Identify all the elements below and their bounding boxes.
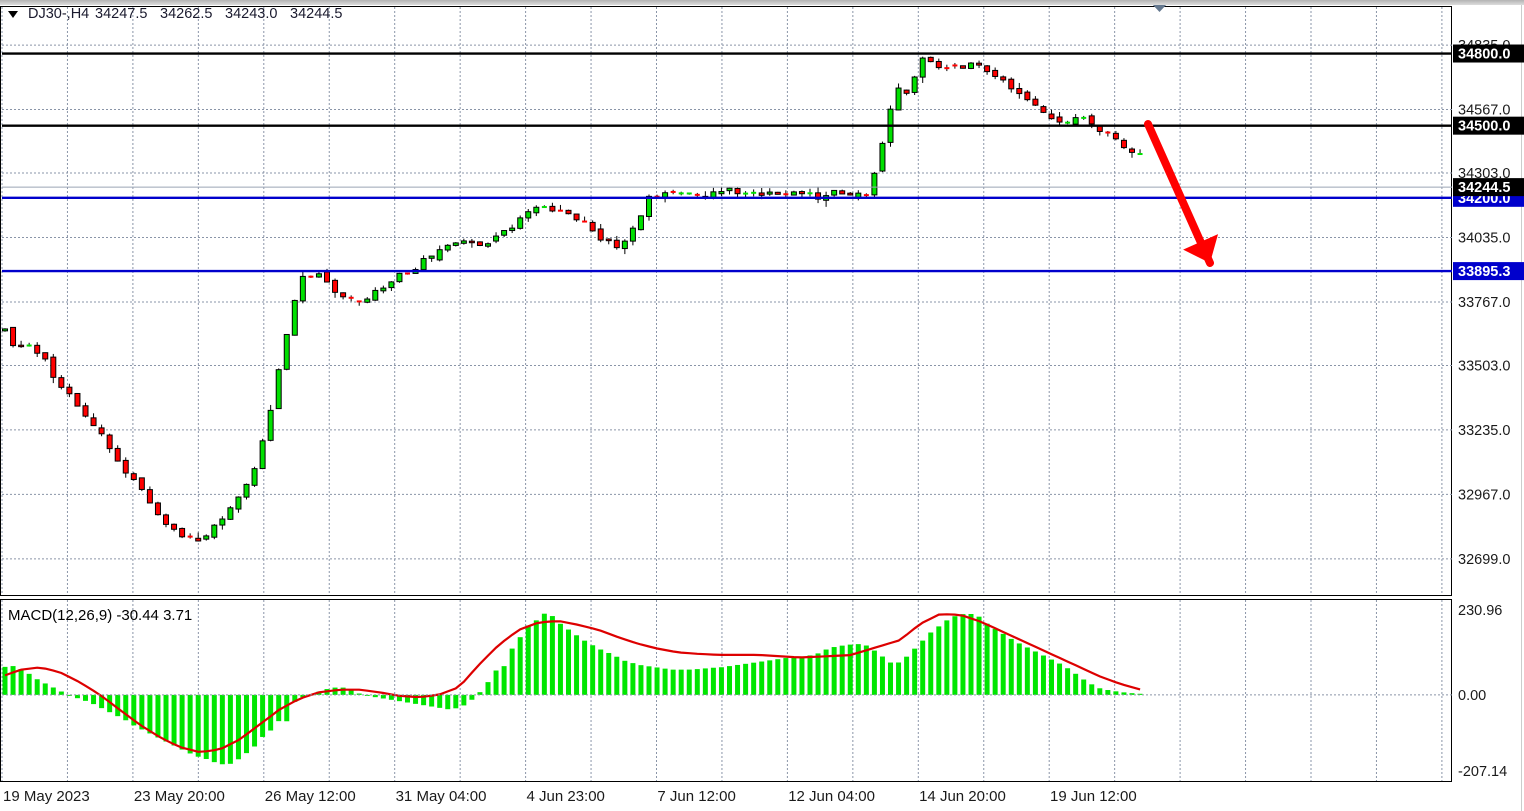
svg-text:34244.5: 34244.5 bbox=[290, 6, 342, 22]
svg-text:34567.0: 34567.0 bbox=[1458, 103, 1510, 119]
svg-text:4 Jun 23:00: 4 Jun 23:00 bbox=[527, 788, 605, 805]
svg-text:34244.5: 34244.5 bbox=[1458, 180, 1510, 196]
svg-text:33235.0: 33235.0 bbox=[1458, 423, 1510, 439]
svg-text:34035.0: 34035.0 bbox=[1458, 231, 1510, 247]
svg-text:12 Jun 04:00: 12 Jun 04:00 bbox=[788, 788, 875, 805]
svg-text:33895.3: 33895.3 bbox=[1458, 264, 1510, 280]
svg-text:34800.0: 34800.0 bbox=[1458, 47, 1510, 63]
svg-text:230.96: 230.96 bbox=[1458, 603, 1502, 619]
svg-text:-207.14: -207.14 bbox=[1458, 764, 1507, 780]
svg-text:34500.0: 34500.0 bbox=[1458, 119, 1510, 135]
svg-text:MACD(12,26,9) -30.44 3.71: MACD(12,26,9) -30.44 3.71 bbox=[8, 607, 192, 624]
svg-text:DJ30-,H4: DJ30-,H4 bbox=[28, 6, 89, 22]
svg-text:33503.0: 33503.0 bbox=[1458, 358, 1510, 374]
svg-text:19 May 2023: 19 May 2023 bbox=[3, 788, 90, 805]
svg-text:31 May 04:00: 31 May 04:00 bbox=[396, 788, 487, 805]
svg-text:32967.0: 32967.0 bbox=[1458, 487, 1510, 503]
svg-text:23 May 20:00: 23 May 20:00 bbox=[134, 788, 225, 805]
svg-text:14 Jun 20:00: 14 Jun 20:00 bbox=[919, 788, 1006, 805]
svg-text:32699.0: 32699.0 bbox=[1458, 552, 1510, 568]
svg-text:33767.0: 33767.0 bbox=[1458, 295, 1510, 311]
svg-text:19 Jun 12:00: 19 Jun 12:00 bbox=[1050, 788, 1137, 805]
svg-text:34243.0: 34243.0 bbox=[225, 6, 277, 22]
svg-text:26 May 12:00: 26 May 12:00 bbox=[265, 788, 356, 805]
svg-text:34247.5: 34247.5 bbox=[95, 6, 147, 22]
svg-text:0.00: 0.00 bbox=[1458, 688, 1486, 704]
svg-text:7 Jun 12:00: 7 Jun 12:00 bbox=[657, 788, 735, 805]
svg-text:34262.5: 34262.5 bbox=[160, 6, 212, 22]
